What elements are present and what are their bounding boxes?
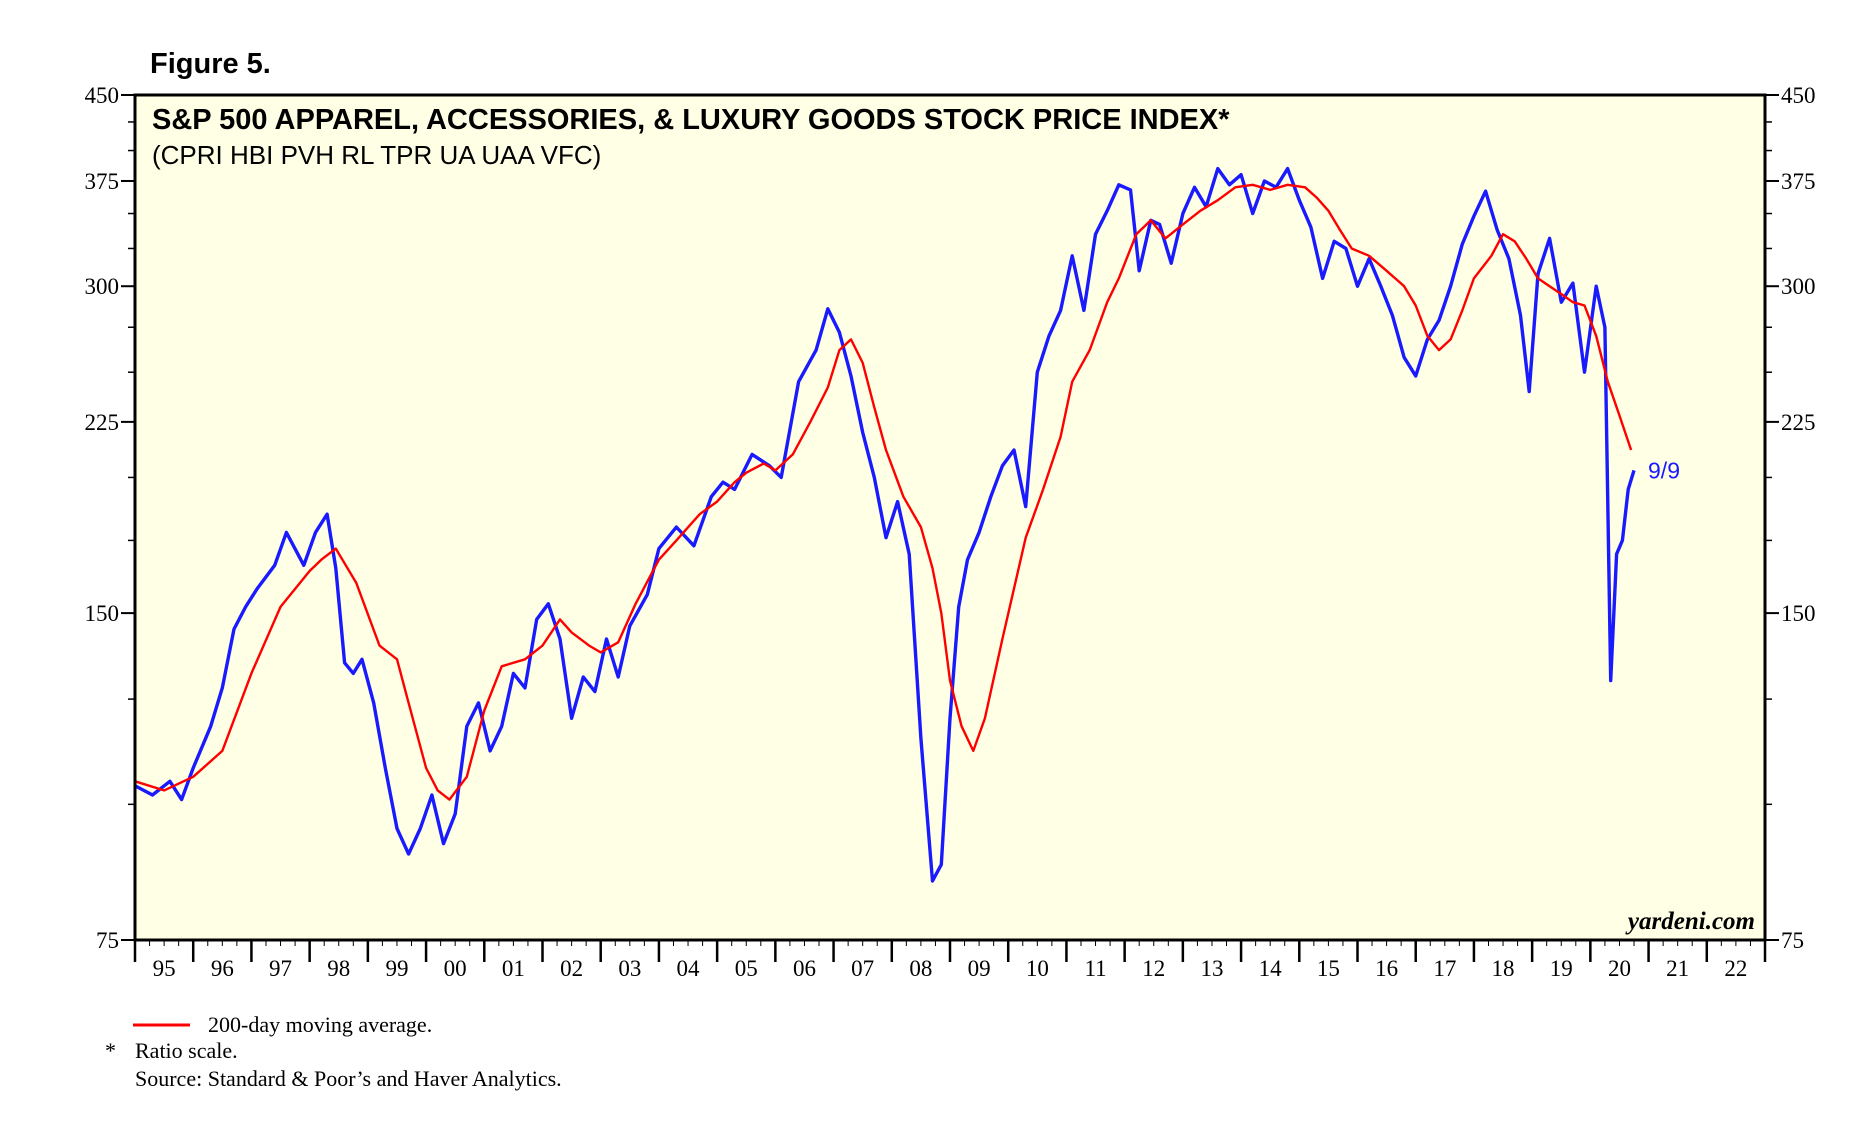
x-tick-label: 10 xyxy=(1026,956,1049,981)
y-tick-label-right: 375 xyxy=(1781,169,1816,194)
y-tick-label-right: 150 xyxy=(1781,601,1816,626)
x-tick-label: 98 xyxy=(327,956,350,981)
x-tick-label: 16 xyxy=(1375,956,1398,981)
x-tick-label: 03 xyxy=(618,956,641,981)
y-axis-ticks: 75 75 150 150 225 225 300 300 375 375 450 450 xyxy=(85,83,1816,953)
x-tick-label: 96 xyxy=(211,956,234,981)
series-line-ma200 xyxy=(134,183,1633,801)
x-tick-label: 04 xyxy=(677,956,701,981)
x-tick-label: 06 xyxy=(793,956,816,981)
watermark: yardeni.com xyxy=(1625,908,1755,935)
figure-label: Figure 5. xyxy=(150,48,271,80)
x-tick-label: 02 xyxy=(560,956,583,981)
x-tick-label: 21 xyxy=(1666,956,1689,981)
y-tick-label-left: 375 xyxy=(85,169,120,194)
y-tick-label-right: 450 xyxy=(1781,83,1816,108)
x-axis-ticks: 95 96 97 98 99 00 01 02 03 04 05 06 07 08 09 10 11 12 13 14… xyxy=(133,940,1767,981)
x-tick-label: 08 xyxy=(909,956,932,981)
y-tick-label-left: 225 xyxy=(85,410,120,435)
y-tick-label-left: 75 xyxy=(96,928,119,953)
x-tick-label: 17 xyxy=(1433,956,1456,981)
x-tick-label: 00 xyxy=(444,956,467,981)
plot-area xyxy=(135,95,1765,940)
x-tick-label: 99 xyxy=(385,956,408,981)
x-tick-label: 95 xyxy=(153,956,176,981)
x-tick-label: 12 xyxy=(1142,956,1165,981)
chart-subtitle: (CPRI HBI PVH RL TPR UA UAA VFC) xyxy=(152,140,601,170)
y-tick-label-left: 300 xyxy=(85,274,120,299)
series-line-index xyxy=(134,166,1636,883)
x-tick-label: 01 xyxy=(502,956,525,981)
footnote-source: Source: Standard & Poor’s and Haver Anal… xyxy=(135,1066,562,1091)
last-point-label: 9/9 xyxy=(1648,457,1680,483)
x-tick-label: 07 xyxy=(851,956,874,981)
plot-frame xyxy=(133,93,1767,942)
y-tick-label-left: 150 xyxy=(85,601,120,626)
legend-label-ma: 200-day moving average. xyxy=(208,1012,432,1037)
y-tick-label-right: 300 xyxy=(1781,274,1816,299)
x-tick-label: 18 xyxy=(1492,956,1515,981)
chart-title: S&P 500 APPAREL, ACCESSORIES, & LUXURY G… xyxy=(152,104,1230,136)
x-tick-label: 22 xyxy=(1724,956,1747,981)
y-tick-label-right: 225 xyxy=(1781,410,1816,435)
y-tick-label-left: 450 xyxy=(85,83,120,108)
x-tick-label: 20 xyxy=(1608,956,1631,981)
x-tick-label: 15 xyxy=(1317,956,1340,981)
x-tick-label: 13 xyxy=(1200,956,1223,981)
x-tick-label: 09 xyxy=(968,956,991,981)
x-tick-label: 05 xyxy=(735,956,758,981)
y-tick-label-right: 75 xyxy=(1781,928,1804,953)
footnote-asterisk: * xyxy=(105,1038,116,1063)
x-tick-label: 19 xyxy=(1550,956,1573,981)
x-tick-label: 14 xyxy=(1259,956,1283,981)
x-tick-label: 97 xyxy=(269,956,292,981)
x-tick-label: 11 xyxy=(1084,956,1106,981)
series-layer xyxy=(134,166,1636,883)
footnote-ratio-scale: Ratio scale. xyxy=(135,1038,238,1063)
